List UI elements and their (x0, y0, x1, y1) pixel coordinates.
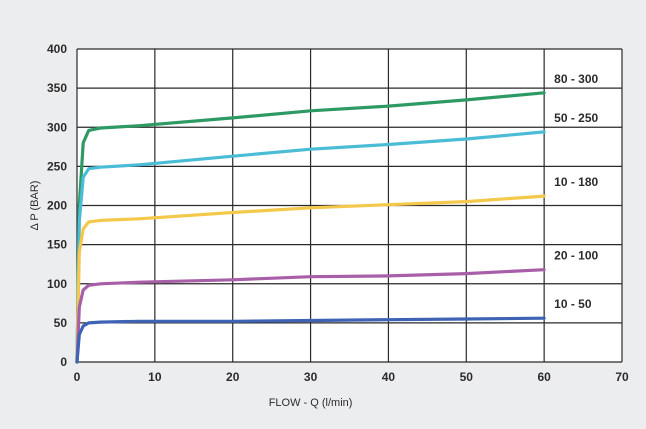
x-tick-label: 30 (304, 370, 318, 384)
y-tick-label: 250 (47, 159, 67, 173)
series-label: 10 - 50 (554, 297, 592, 311)
series-label: 50 - 250 (554, 111, 598, 125)
x-axis-title: FLOW - Q (l/min) (269, 397, 353, 409)
series-label: 80 - 300 (554, 72, 598, 86)
tick-labels: 0 10 20 30 40 50 60 70 0 50 100 150 200 250 300 350 400 (47, 42, 629, 384)
series-label: 20 - 100 (554, 249, 598, 263)
y-tick-label: 350 (47, 81, 67, 95)
series-line (75, 268, 546, 364)
series-labels: 80 - 300 50 - 250 10 - 180 20 - 100 10 - 50 (554, 72, 598, 311)
x-tick-label: 20 (226, 370, 240, 384)
y-tick-label: 200 (47, 199, 67, 213)
series-line (75, 316, 546, 364)
y-tick-label: 300 (47, 120, 67, 134)
x-tick-label: 40 (382, 370, 396, 384)
y-axis-title: Δ P (BAR) (29, 181, 41, 231)
grid (76, 48, 623, 363)
x-tick-label: 70 (615, 370, 629, 384)
x-tick-label: 60 (537, 370, 551, 384)
series-label: 10 - 180 (554, 175, 598, 189)
x-tick-label: 0 (74, 370, 81, 384)
x-tick-label: 10 (148, 370, 162, 384)
y-tick-label: 0 (60, 355, 67, 369)
y-tick-label: 50 (54, 316, 68, 330)
y-tick-label: 400 (47, 42, 67, 56)
x-tick-label: 50 (460, 370, 474, 384)
series-line (75, 91, 546, 364)
series-line (75, 130, 546, 364)
y-tick-label: 100 (47, 277, 67, 291)
series-layer (75, 91, 546, 364)
y-tick-label: 150 (47, 238, 67, 252)
series-line (75, 194, 546, 364)
